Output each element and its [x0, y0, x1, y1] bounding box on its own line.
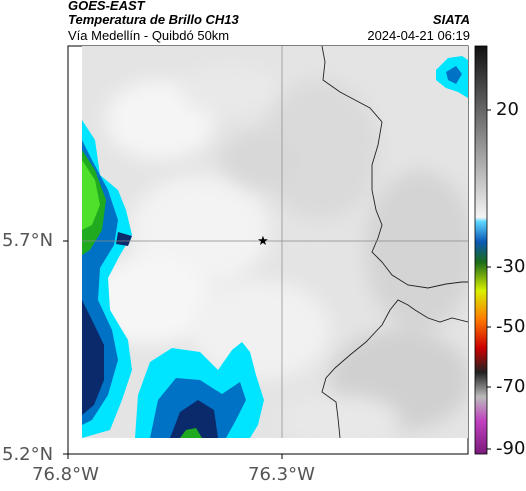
product-title: Temperatura de Brillo CH13 [68, 12, 239, 27]
route-subtitle: Vía Medellín - Quibdó 50km [68, 28, 230, 43]
colorbar-label-20: 20 [496, 99, 519, 120]
agency-label: SIATA [432, 12, 470, 27]
colorbar [474, 45, 488, 455]
axis-ticks [63, 240, 283, 459]
cloud-texture [90, 65, 468, 438]
lat-label-5-7: 5.7°N [2, 230, 54, 251]
lon-label-76-8: 76.8°W [32, 464, 99, 485]
cold-cloud-west [82, 120, 132, 438]
graticule [82, 46, 468, 438]
colorbar-ticks [487, 109, 491, 450]
lat-label-5-2: 5.2°N [2, 444, 54, 465]
colorbar-label-minus70: -70 [496, 376, 526, 397]
colorbar-label-minus50: -50 [496, 316, 526, 337]
satellite-title: GOES-EAST [68, 0, 145, 13]
colorbar-label-minus90: -90 [496, 438, 526, 459]
colorbar-label-minus30: -30 [496, 256, 526, 277]
datetime-label: 2024-04-21 06:19 [367, 28, 470, 43]
cold-cloud-south [135, 342, 264, 438]
location-marker: ★ [257, 234, 269, 249]
cold-cloud-northeast [436, 56, 468, 98]
department-borders [321, 46, 468, 438]
lon-label-76-3: 76.3°W [248, 464, 315, 485]
